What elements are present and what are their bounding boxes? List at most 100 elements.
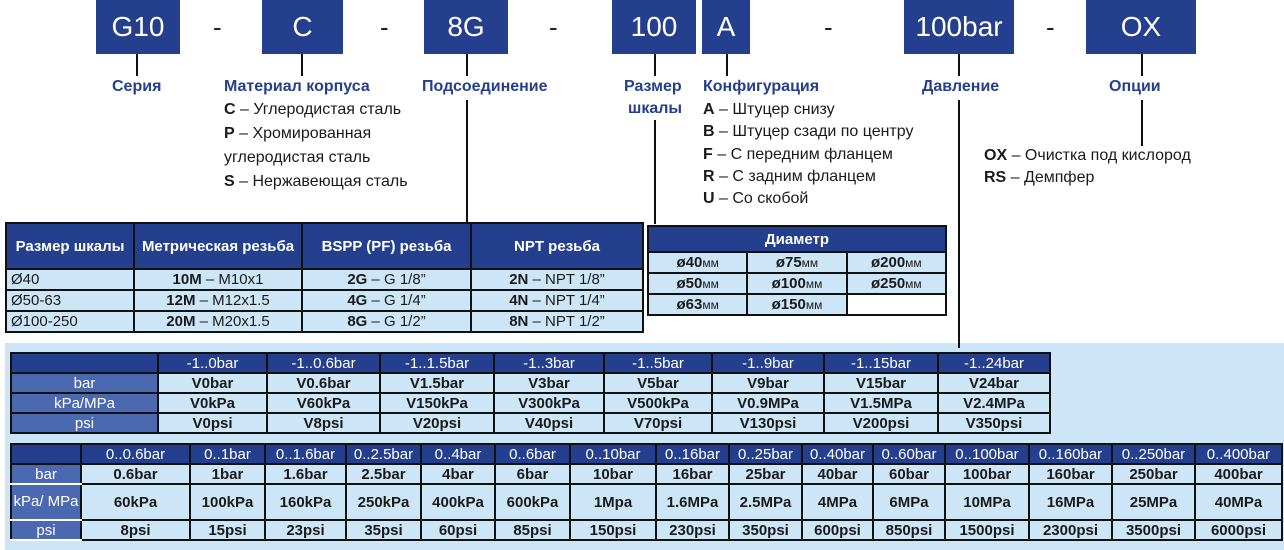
range-code-cell: V150kPa <box>379 392 495 414</box>
item-text: – С задним фланцем <box>714 167 876 185</box>
label-size-line2: шкалы <box>628 100 683 117</box>
diameter-header: Диаметр <box>647 225 947 253</box>
corner-cell <box>10 352 159 374</box>
code-series: G10 <box>96 0 180 54</box>
cell-code: 10M <box>172 271 202 288</box>
range-code-cell: V300kPa <box>493 392 605 414</box>
separator: - <box>549 12 558 42</box>
cell-code: 4G <box>347 292 368 309</box>
column-header: Размер шкалы <box>5 222 135 270</box>
range-code-cell: 1.6MPa <box>655 483 730 521</box>
table-cell: 2G – G 1/8” <box>301 268 472 291</box>
range-code-cell: V1.5MPa <box>823 392 939 414</box>
cell-text: – M12x1.5 <box>195 292 270 309</box>
diameter-unit: мм <box>801 256 819 270</box>
diameter-cell: ø40мм <box>646 251 749 274</box>
table-cell: 2N – NPT 1/8” <box>470 268 644 291</box>
table-cell: Ø40 <box>5 268 135 291</box>
range-code-cell: 1.6bar <box>264 463 347 485</box>
unit-row: psi V0psi V8psi V20psi V40psi V70psi V130psi V2… <box>10 412 1051 434</box>
table-cell: 10M – M10x1 <box>133 268 303 291</box>
range-code-cell: V15bar <box>823 372 939 394</box>
range-header: -1..9bar <box>711 352 825 374</box>
item-code: C <box>224 101 236 118</box>
range-header: -1..3bar <box>493 352 605 374</box>
range-header: 0..25bar <box>728 443 803 465</box>
table-row: Ø50-63 12M – M12x1.5 4G – G 1/4” 4N – NPT 1… <box>5 289 644 312</box>
diameter-unit: мм <box>702 277 719 291</box>
configuration-item: B – Штуцер сзади по центру <box>703 123 913 141</box>
configuration-item: U – Со скобой <box>703 190 808 208</box>
cell-text: – G 1/2” <box>367 313 426 330</box>
diameter-value: ø50 <box>676 275 703 292</box>
range-header: 0..0.6bar <box>80 443 191 465</box>
range-code-cell: 0.6bar <box>80 463 191 485</box>
diameter-value: ø75 <box>775 254 802 271</box>
item-code: F <box>703 145 713 163</box>
label-pressure: Давление <box>922 78 1000 95</box>
connector-line <box>958 54 960 76</box>
range-code-cell: 60psi <box>420 519 496 541</box>
range-code-cell: 85psi <box>494 519 571 541</box>
item-text: – Хромированная <box>234 125 372 142</box>
diameter-cell <box>845 293 948 316</box>
range-code-cell: 1bar <box>189 463 266 485</box>
range-code-cell: 16MPa <box>1028 483 1113 521</box>
configuration-item: A – Штуцер снизу <box>703 101 835 119</box>
item-text: – Очистка под кислород <box>1007 147 1191 164</box>
range-code-cell: V70psi <box>603 412 713 434</box>
diameter-value: ø40 <box>676 254 703 271</box>
diameter-cell: ø150мм <box>746 293 848 316</box>
range-code-cell: V130psi <box>711 412 825 434</box>
range-code-cell: 40bar <box>801 463 874 485</box>
range-code-cell: V200psi <box>823 412 939 434</box>
range-code-cell: 8psi <box>80 519 191 541</box>
table-cell: 20M – M20x1.5 <box>133 310 303 333</box>
connector-line <box>301 54 303 76</box>
range-code-cell: V0psi <box>157 412 268 434</box>
range-code-cell: 4MPa <box>801 483 874 521</box>
diameter-value: ø250 <box>870 275 906 292</box>
material-item: S – Нержавеющая сталь <box>224 173 408 191</box>
range-code-cell: 4bar <box>420 463 496 485</box>
label-material: Материал корпуса <box>224 78 370 95</box>
separator: - <box>213 12 222 42</box>
header-row: Диаметр <box>647 225 947 253</box>
label-connection: Подсоединение <box>422 78 548 95</box>
range-header: 0..6bar <box>494 443 571 465</box>
cell-code: 4N <box>509 292 529 309</box>
table-cell: Ø50-63 <box>5 289 135 312</box>
unit-label: psi <box>10 519 82 541</box>
range-code-cell: 2.5MPa <box>728 483 803 521</box>
cell-text: – NPT 1/2” <box>528 313 605 330</box>
range-code-cell: 160kPa <box>264 483 347 521</box>
range-code-cell: 10bar <box>569 463 657 485</box>
column-header: NPT резьба <box>470 222 644 270</box>
column-header: BSPP (PF) резьба <box>301 222 472 270</box>
range-code-cell: V0.6bar <box>266 372 381 394</box>
cell-text: – M20x1.5 <box>195 313 270 330</box>
range-code-cell: 1500psi <box>944 519 1030 541</box>
unit-label: psi <box>10 412 159 434</box>
label-series: Серия <box>112 78 162 95</box>
range-code-cell: V9bar <box>711 372 825 394</box>
range-code-cell: 600kPa <box>494 483 571 521</box>
range-code-cell: V40psi <box>493 412 605 434</box>
unit-row: psi 8psi 15psi 23psi 35psi 60psi 85psi 150psi 23… <box>10 519 1283 541</box>
table-cell: 8N – NPT 1/2” <box>470 310 644 333</box>
range-code-cell: 35psi <box>345 519 422 541</box>
item-text: углеродистая сталь <box>224 149 371 166</box>
cell-text: Ø50-63 <box>11 292 62 309</box>
item-code: A <box>703 101 715 118</box>
range-header: 0..2.5bar <box>345 443 422 465</box>
connector-line <box>1141 54 1143 76</box>
connector-line <box>466 100 468 222</box>
cell-code: 12M <box>166 292 196 309</box>
range-code-cell: V3bar <box>493 372 605 394</box>
code-connection: 8G <box>424 0 508 54</box>
pressure-range-table: 0..0.6bar 0..1bar 0..1.6bar 0..2.5bar 0..4ba… <box>10 443 1283 541</box>
table-row: ø63мм ø150мм <box>646 293 948 316</box>
diameter-value: ø200 <box>870 254 906 271</box>
range-code-cell: V24bar <box>937 372 1051 394</box>
